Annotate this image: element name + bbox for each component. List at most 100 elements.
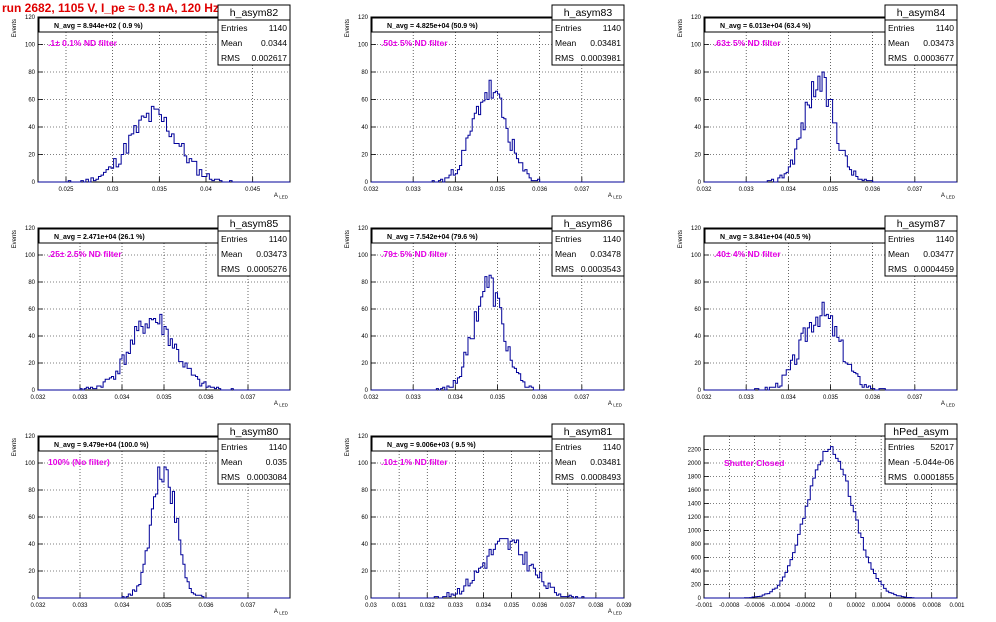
x-tick-label: 0.035 [152, 187, 168, 193]
x-tick-label: 0.034 [448, 395, 464, 401]
x-tick-label: 0.03 [107, 187, 119, 193]
x-tick-label: 0.035 [823, 395, 839, 401]
stats-label-entries: Entries [555, 23, 581, 33]
navg-box: N_avg = 8.944e+02 ( 0.9 %) [38, 17, 220, 33]
histogram-pad-h_asym86: 0.032 0.033 0.034 0.035 0.036 0.037 0 20 40 60 80 1… [345, 215, 625, 408]
stats-label-mean: Mean [221, 38, 243, 48]
y-tick-label: 80 [694, 280, 701, 286]
y-axis-title: Events [345, 438, 351, 456]
filter-annotation: .1± 0.1% ND filter [48, 38, 118, 48]
y-tick-label: 40 [28, 334, 35, 340]
stats-value-rms: 0.0003677 [914, 53, 954, 63]
stats-value-rms: 0.0003981 [581, 53, 621, 63]
filter-annotation: 100% (No filter) [48, 457, 110, 467]
stats-box-frame [217, 215, 291, 277]
x-axis-title: A LED [941, 193, 956, 200]
stats-label-mean: Mean [221, 249, 243, 259]
y-tick-label: 80 [361, 280, 368, 286]
stats-box: h_asym84 Entries 1140 Mean 0.03473 RMS 0.00036… [884, 4, 958, 66]
histogram-name: h_asym85 [230, 218, 279, 230]
x-tick-label: 0.035 [156, 603, 172, 609]
y-tick-label: 80 [361, 488, 368, 494]
histogram-series-line [704, 301, 957, 391]
stats-label-rms: RMS [888, 53, 907, 63]
x-tick-label: -0.0006 [744, 603, 765, 609]
y-tick-label: 2200 [688, 448, 702, 454]
y-tick-label: 20 [361, 153, 368, 159]
y-tick-label: 1000 [688, 529, 702, 535]
y-tick-label: 1200 [688, 515, 702, 521]
stats-value-rms: 0.0001855 [914, 472, 954, 482]
histogram-pad-h_asym80: 0.032 0.033 0.034 0.035 0.036 0.037 0 20 40 60 80 1… [12, 423, 291, 616]
stats-label-rms: RMS [221, 53, 240, 63]
navg-label: N_avg = 4.825e+04 (50.9 %) [387, 23, 478, 30]
x-tick-label: 0.033 [448, 603, 464, 609]
stats-box-frame [551, 423, 625, 485]
y-tick-label: 60 [361, 515, 368, 521]
stats-label-rms: RMS [555, 53, 574, 63]
stats-label-rms: RMS [555, 472, 574, 482]
y-tick-label: 120 [25, 434, 36, 440]
histogram-pad-h_asym87: 0.032 0.033 0.034 0.035 0.036 0.037 0 20 40 60 80 1… [678, 215, 958, 408]
x-tick-label: 0.032 [363, 187, 379, 193]
x-tick-label: 0.036 [532, 187, 548, 193]
filter-annotation: .50± 5% ND filter [381, 38, 448, 48]
y-tick-label: 20 [694, 153, 701, 159]
x-tick-label: 0.0004 [872, 603, 891, 609]
histogram-series-line [371, 274, 624, 391]
x-tick-label: 0.036 [198, 603, 214, 609]
x-tick-label: 0.032 [420, 603, 436, 609]
stats-label-entries: Entries [888, 23, 914, 33]
x-tick-label: 0.001 [949, 603, 965, 609]
y-tick-label: 100 [358, 461, 369, 467]
stats-value-rms: 0.002617 [252, 53, 288, 63]
y-tick-label: 100 [25, 253, 36, 259]
stats-label-mean: Mean [888, 249, 910, 259]
y-tick-label: 60 [694, 98, 701, 104]
stats-box-frame [884, 215, 958, 277]
stats-value-mean: -5.044e-06 [913, 457, 954, 467]
y-tick-label: 40 [694, 125, 701, 131]
stats-value-rms: 0.0003543 [581, 264, 621, 274]
histogram-series-line [38, 313, 290, 391]
y-tick-label: 20 [694, 361, 701, 367]
y-axis-title: Events [678, 230, 684, 248]
stats-box-frame [217, 423, 291, 485]
y-tick-label: 80 [28, 280, 35, 286]
x-tick-label: 0.034 [781, 395, 797, 401]
histogram-name: h_asym81 [564, 426, 613, 438]
stats-value-mean: 0.03481 [590, 457, 621, 467]
stats-label-mean: Mean [888, 457, 910, 467]
stats-value-mean: 0.035 [266, 457, 288, 467]
y-tick-label: 120 [691, 226, 702, 232]
x-tick-label: 0.032 [30, 395, 46, 401]
stats-value-rms: 0.0008493 [581, 472, 621, 482]
stats-value-entries: 1140 [269, 442, 288, 452]
navg-label: N_avg = 6.013e+04 (63.4 %) [720, 23, 811, 30]
y-tick-label: 1400 [688, 502, 702, 508]
navg-label: N_avg = 8.944e+02 ( 0.9 %) [54, 23, 143, 30]
stats-box: h_asym80 Entries 1140 Mean 0.035 RMS 0.0003084 [217, 423, 291, 485]
y-tick-label: 0 [365, 180, 369, 186]
stats-label-entries: Entries [221, 442, 247, 452]
y-tick-label: 40 [28, 125, 35, 131]
y-tick-label: 120 [25, 226, 36, 232]
stats-box-frame [217, 4, 291, 66]
filter-annotation: .25± 2.5% ND filter [48, 249, 122, 259]
stats-box: hPed_asym Entries 52017 Mean -5.044e-06 RMS 0.… [884, 423, 958, 485]
y-tick-label: 60 [361, 98, 368, 104]
x-tick-label: 0 [829, 603, 833, 609]
histogram-name: h_asym80 [230, 426, 279, 438]
y-tick-label: 120 [358, 226, 369, 232]
x-tick-label: 0.034 [114, 395, 130, 401]
y-tick-label: 60 [28, 98, 35, 104]
stats-label-rms: RMS [555, 264, 574, 274]
y-axis-title: Events [12, 19, 18, 37]
x-tick-label: 0.04 [200, 187, 212, 193]
stats-value-entries: 52017 [930, 442, 954, 452]
stats-value-entries: 1140 [269, 234, 288, 244]
y-tick-label: 0 [365, 388, 369, 394]
x-tick-label: 0.045 [245, 187, 261, 193]
stats-label-entries: Entries [221, 23, 247, 33]
